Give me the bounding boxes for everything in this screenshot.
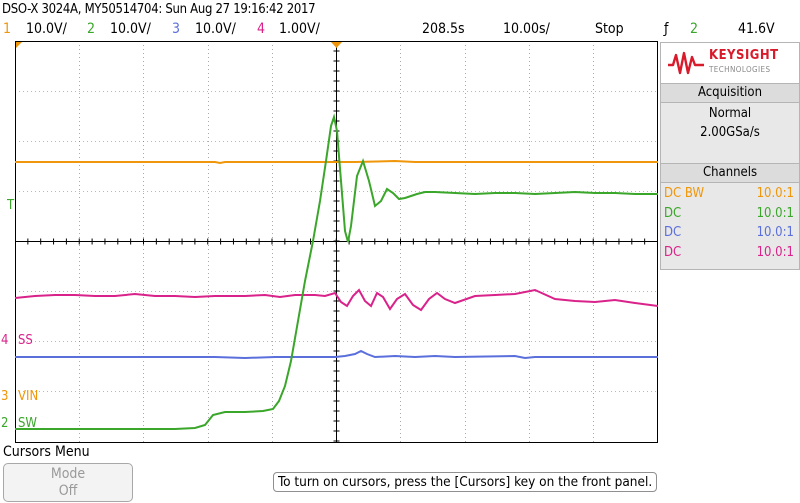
- channel-row: DC 10.0:1: [664, 204, 796, 223]
- run-state[interactable]: Stop: [595, 21, 624, 37]
- channel-coupling: DC: [664, 225, 682, 240]
- channel-row: DC BW 10.0:1: [664, 184, 796, 203]
- channels-header: Channels: [661, 163, 799, 183]
- brand-sub: TECHNOLOGIES: [709, 65, 771, 74]
- ch3-scale[interactable]: 10.0V/: [195, 21, 236, 37]
- channel-probe: 10.0:1: [756, 245, 794, 260]
- trigger-source[interactable]: 2: [690, 21, 699, 37]
- softkey-value: Off: [58, 483, 78, 499]
- axis-ticks: [15, 41, 658, 442]
- trigger-position-marker: [331, 42, 342, 48]
- channel-scale-bar: 1 10.0V/ 2 10.0V/ 3 10.0V/ 4 1.00V/: [0, 21, 660, 39]
- ch4-label-ss: SS: [18, 333, 33, 348]
- ch3-number[interactable]: 3: [172, 21, 181, 37]
- channel-probe: 10.0:1: [756, 206, 794, 221]
- acquisition-mode: Normal: [708, 106, 752, 121]
- acquisition-header: Acquisition: [661, 83, 799, 103]
- channel-probe: 10.0:1: [756, 225, 794, 240]
- ch4-trace: [15, 288, 658, 312]
- ch1-number[interactable]: 1: [3, 21, 12, 37]
- trigger-level[interactable]: 41.6V: [738, 21, 775, 37]
- timebase-left-marker: [16, 42, 22, 48]
- status-message: To turn on cursors, press the [Cursors] …: [273, 472, 658, 492]
- keysight-wave-icon: [668, 51, 704, 75]
- channel-coupling: DC: [664, 245, 682, 260]
- ch2-ground-marker[interactable]: 2: [1, 416, 9, 431]
- ch2-number[interactable]: 2: [87, 21, 96, 37]
- cursor-mode-softkey[interactable]: Mode Off: [3, 463, 133, 502]
- acquisition-rate: 2.00GSa/s: [700, 125, 760, 140]
- ch3-label-vin: VIN: [18, 389, 39, 404]
- keysight-logo: KEYSIGHT TECHNOLOGIES: [661, 43, 799, 84]
- channel-row: DC 10.0:1: [664, 223, 796, 242]
- timebase-delay[interactable]: 208.5s: [422, 21, 465, 37]
- window-title: DSO-X 3024A, MY50514704: Sun Aug 27 19:1…: [2, 2, 316, 17]
- trigger-edge-icon: ƒ: [664, 21, 669, 37]
- softkey-label: Mode: [50, 466, 86, 482]
- ch2-trace: [15, 113, 658, 430]
- ch4-scale[interactable]: 1.00V/: [279, 21, 320, 37]
- channel-coupling: DC: [664, 206, 682, 221]
- ch4-number[interactable]: 4: [257, 21, 266, 37]
- channel-probe: 10.0:1: [756, 186, 794, 201]
- channel-coupling: DC BW: [664, 186, 705, 201]
- timebase-scale[interactable]: 10.00s/: [503, 21, 550, 37]
- ch4-ground-marker[interactable]: 4: [1, 333, 9, 348]
- menu-title: Cursors Menu: [3, 444, 90, 460]
- trigger-level-marker: T: [7, 198, 15, 213]
- ch3-trace: [15, 349, 658, 360]
- ch2-scale[interactable]: 10.0V/: [110, 21, 151, 37]
- ch1-scale[interactable]: 10.0V/: [26, 21, 67, 37]
- brand-name: KEYSIGHT: [709, 48, 779, 63]
- channel-row: DC 10.0:1: [664, 243, 796, 262]
- waveform-display[interactable]: [15, 41, 658, 443]
- info-panel: KEYSIGHT TECHNOLOGIES Acquisition Normal…: [660, 42, 800, 270]
- ch2-label-sw: SW: [18, 416, 37, 431]
- ch3-ground-marker[interactable]: 3: [1, 389, 9, 404]
- ch1-trace: [15, 159, 658, 165]
